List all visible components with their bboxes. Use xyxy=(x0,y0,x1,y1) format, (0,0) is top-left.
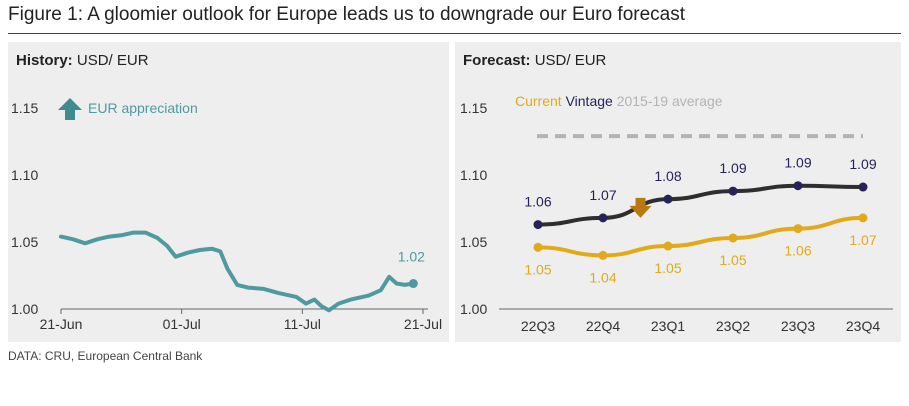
current-series-line xyxy=(537,215,864,258)
current-value-label: 1.06 xyxy=(784,243,811,259)
vintage-point xyxy=(858,182,868,192)
current-point xyxy=(533,242,543,252)
current-value-label: 1.05 xyxy=(524,261,551,277)
history-x-tick-label: 21-Jun xyxy=(40,316,83,332)
current-value-label: 1.04 xyxy=(589,269,616,285)
forecast-x-tick-label: 23Q1 xyxy=(651,318,685,334)
forecast-chart: 1.15 1.10 1.05 1.00 22Q3 22Q4 23Q1 23Q2 23Q3 23Q4… xyxy=(460,93,893,334)
title-divider xyxy=(8,33,901,34)
history-x-tick-label: 11-Jul xyxy=(284,316,321,332)
forecast-panel-heading: Forecast: USD/ EUR xyxy=(463,52,606,69)
vintage-value-label: 1.06 xyxy=(524,194,551,210)
forecast-heading-bold: Forecast: xyxy=(463,52,531,69)
vintage-point xyxy=(533,220,543,230)
history-panel-heading: History: USD/ EUR xyxy=(16,52,149,69)
figure-title: Figure 1: A gloomier outlook for Europe … xyxy=(8,4,686,25)
forecast-panel: Forecast: USD/ EUR 1.15 1.10 1.05 1.00 22Q3 2… xyxy=(455,42,901,342)
history-x-tick-label: 01-Jul xyxy=(163,316,201,332)
history-y-tick-label: 1.00 xyxy=(11,301,38,317)
current-point xyxy=(598,250,608,260)
vintage-point xyxy=(793,181,803,191)
legend-entry: Vintage xyxy=(562,93,613,109)
history-y-tick-label: 1.05 xyxy=(11,234,38,250)
current-value-label: 1.05 xyxy=(654,260,681,276)
legend-entry: 2015-19 average xyxy=(613,93,723,109)
current-point xyxy=(663,241,673,251)
forecast-x-tick-label: 23Q2 xyxy=(716,318,750,334)
history-y-tick-label: 1.15 xyxy=(11,100,38,116)
current-value-label: 1.07 xyxy=(849,232,876,248)
history-heading-text: USD/ EUR xyxy=(76,52,149,69)
vintage-point xyxy=(598,213,608,223)
eur-appreciation-label: EUR appreciation xyxy=(88,100,198,116)
up-arrow-icon xyxy=(58,98,82,120)
vintage-value-label: 1.09 xyxy=(719,160,746,176)
down-arrow-icon xyxy=(629,197,652,218)
current-value-label: 1.05 xyxy=(719,252,746,268)
current-point xyxy=(728,233,738,243)
history-series-line xyxy=(59,230,416,313)
forecast-heading-text: USD/ EUR xyxy=(534,52,607,69)
forecast-x-tick-label: 22Q4 xyxy=(586,318,620,334)
history-last-point xyxy=(408,279,418,289)
forecast-x-tick-label: 23Q4 xyxy=(846,318,880,334)
vintage-point xyxy=(663,194,673,204)
forecast-y-tick-label: 1.05 xyxy=(460,234,487,250)
forecast-y-tick-label: 1.10 xyxy=(460,167,487,183)
history-x-tick-label: 21-Jul xyxy=(404,316,442,332)
forecast-y-tick-label: 1.00 xyxy=(460,301,487,317)
forecast-y-tick-label: 1.15 xyxy=(460,100,487,116)
history-panel: History: USD/ EUR 1.15 1.10 1.05 1.00 21-Jun… xyxy=(8,42,449,342)
vintage-value-label: 1.08 xyxy=(654,168,681,184)
current-point xyxy=(793,224,803,234)
history-last-value-label: 1.02 xyxy=(398,249,425,265)
vintage-value-label: 1.09 xyxy=(784,155,811,171)
vintage-value-label: 1.07 xyxy=(589,187,616,203)
vintage-value-label: 1.09 xyxy=(849,156,876,172)
history-y-tick-label: 1.10 xyxy=(11,167,38,183)
legend-entry: Current xyxy=(515,93,562,109)
vintage-series-line xyxy=(537,183,864,227)
forecast-x-tick-label: 22Q3 xyxy=(521,318,555,334)
source-note: DATA: CRU, European Central Bank xyxy=(8,349,203,363)
forecast-legend: Current Vintage 2015-19 average xyxy=(515,93,723,109)
vintage-point xyxy=(728,186,738,196)
forecast-x-tick-label: 23Q3 xyxy=(781,318,815,334)
history-heading-bold: History: xyxy=(16,52,73,69)
current-point xyxy=(858,213,868,223)
